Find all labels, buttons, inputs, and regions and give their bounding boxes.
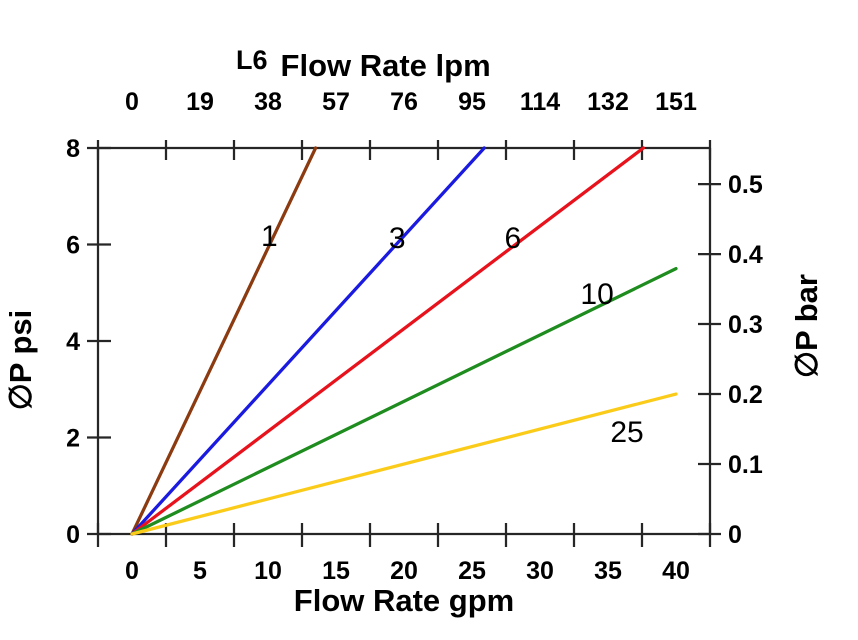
left-axis-title: ∅P psi (3, 309, 38, 411)
left-tick-label: 6 (66, 232, 80, 260)
top-tick-label: 95 (458, 88, 486, 116)
right-tick-label: 0.1 (728, 451, 763, 479)
bottom-tick-label: 25 (458, 557, 486, 585)
series-line-10 (130, 267, 678, 536)
chart-title-prefix: L6 (236, 45, 268, 75)
bottom-tick-label: 0 (125, 557, 139, 585)
bottom-axis-title: Flow Rate gpm (293, 583, 515, 618)
bottom-tick-label: 10 (254, 557, 282, 585)
top-tick-label: 114 (520, 88, 560, 116)
left-tick-label: 4 (66, 328, 80, 356)
series-line-3 (130, 146, 486, 536)
bottom-tick-label: 40 (662, 557, 690, 585)
bottom-tick-label: 20 (390, 557, 418, 585)
left-tick-label: 0 (66, 521, 80, 549)
series-label-10: 10 (580, 278, 613, 311)
series-line-1 (130, 146, 318, 536)
top-tick-label: 76 (390, 88, 418, 116)
left-tick-label: 2 (66, 425, 80, 453)
right-tick-label: 0.5 (728, 171, 763, 199)
series-label-6: 6 (504, 222, 521, 255)
top-tick-label: 151 (655, 88, 697, 116)
left-tick-label: 8 (66, 135, 80, 163)
series-line-6 (130, 146, 645, 536)
series-label-1: 1 (261, 220, 278, 253)
right-tick-label: 0.3 (728, 311, 763, 339)
top-tick-label: 0 (125, 88, 139, 116)
top-tick-label: 38 (254, 88, 282, 116)
series-label-25: 25 (610, 416, 643, 449)
top-tick-label: 19 (186, 88, 214, 116)
series-line-25 (130, 392, 678, 536)
series-label-3: 3 (389, 222, 406, 255)
top-tick-label: 57 (322, 88, 350, 116)
chart-title: L6 Flow Rate lpm (236, 45, 491, 83)
bottom-tick-label: 5 (193, 557, 207, 585)
bottom-tick-label: 35 (594, 557, 622, 585)
right-axis-title: ∅P bar (789, 274, 824, 378)
right-tick-label: 0.4 (728, 241, 763, 269)
top-tick-label: 132 (587, 88, 629, 116)
right-tick-label: 0 (728, 521, 742, 549)
bottom-tick-label: 30 (526, 557, 554, 585)
right-tick-label: 0.2 (728, 381, 763, 409)
bottom-tick-label: 15 (322, 557, 350, 585)
top-axis-title: Flow Rate lpm (280, 48, 491, 83)
